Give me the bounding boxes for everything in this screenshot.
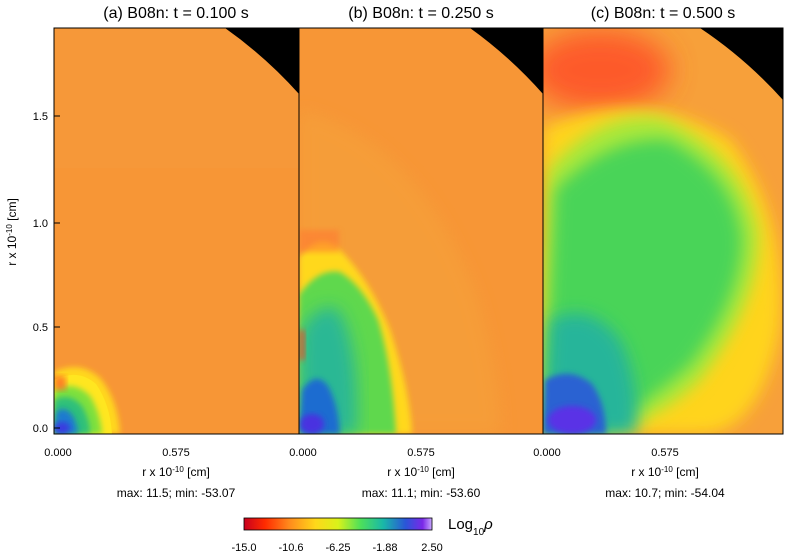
x-axis-label: r x 10-10 [cm] — [142, 465, 210, 480]
panel-b: (b) B08n: t = 0.250 s 0.000 0.575 r x 10… — [289, 5, 544, 500]
panel-a-outer-boundary — [225, 28, 299, 94]
panel-b-outer-boundary — [470, 28, 543, 94]
colorbar-title: Log10ρ — [448, 516, 493, 538]
x-tick-label: 0.000 — [44, 447, 72, 459]
panel-a-bubble — [54, 367, 120, 434]
y-tick-label: 0.5 — [33, 322, 48, 334]
panel-c-min-max: max: 10.7; min: -54.04 — [605, 486, 725, 500]
panel-b-bubble — [299, 230, 412, 434]
y-axis-label: r x 10-10 [cm] — [5, 198, 20, 266]
colorbar-gradient — [243, 517, 433, 531]
panel-a-density-map — [54, 28, 299, 434]
panel-b-title: (b) B08n: t = 0.250 s — [348, 5, 493, 22]
panel-c-title: (c) B08n: t = 0.500 s — [591, 5, 736, 22]
panel-a-min-max: max: 11.5; min: -53.07 — [117, 486, 236, 500]
panel-b-density-map — [299, 28, 543, 434]
panel-c-density-map — [543, 28, 783, 434]
y-tick-label: 0.0 — [33, 423, 48, 435]
panel-c-outer-boundary — [700, 28, 783, 100]
panel-a: (a) B08n: t = 0.100 s 0.0 0.5 1.0 — [5, 5, 300, 500]
panel-a-y-axis: 0.0 0.5 1.0 1.5 r x 10-10 [cm] — [5, 111, 60, 435]
panel-a-title: (a) B08n: t = 0.100 s — [103, 5, 248, 22]
colorbar-tick-label: -10.6 — [278, 542, 303, 554]
x-axis-label: r x 10-10 [cm] — [387, 465, 455, 480]
colorbar: Log10ρ -15.0 -10.6 -6.25 -1.88 2.50 — [231, 516, 493, 554]
x-tick-label: 0.000 — [533, 447, 561, 459]
x-tick-label: 0.575 — [407, 447, 435, 459]
x-tick-label: 0.575 — [162, 447, 190, 459]
colorbar-tick-label: -1.88 — [372, 542, 397, 554]
colorbar-tick-label: -6.25 — [325, 542, 350, 554]
panel-c: (c) B08n: t = 0.500 s 0.000 0.575 r x 10… — [533, 5, 784, 500]
panel-a-x-axis: 0.000 0.575 r x 10-10 [cm] — [44, 447, 210, 479]
colorbar-tick-label: -15.0 — [231, 542, 256, 554]
panel-b-x-axis: 0.000 0.575 r x 10-10 [cm] — [289, 447, 455, 479]
x-tick-label: 0.575 — [651, 447, 679, 459]
x-tick-label: 0.000 — [289, 447, 317, 459]
panel-c-x-axis: 0.000 0.575 r x 10-10 [cm] — [533, 447, 699, 479]
colorbar-tick-label: 2.50 — [421, 542, 442, 554]
x-axis-label: r x 10-10 [cm] — [631, 465, 699, 480]
y-tick-label: 1.0 — [33, 218, 48, 230]
panel-b-min-max: max: 11.1; min: -53.60 — [362, 486, 481, 500]
panel-c-bubble — [543, 373, 606, 434]
y-tick-label: 1.5 — [33, 111, 48, 123]
